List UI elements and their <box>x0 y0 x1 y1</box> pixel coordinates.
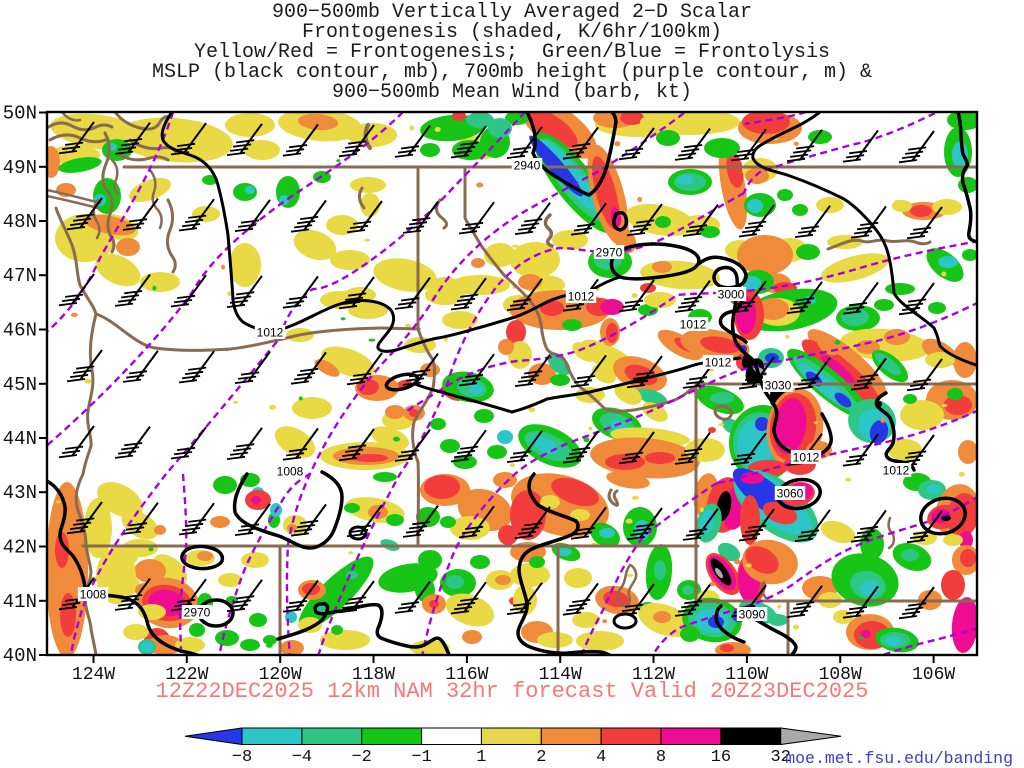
svg-text:3000: 3000 <box>718 288 745 302</box>
svg-text:46N: 46N <box>3 320 37 342</box>
svg-text:1012: 1012 <box>257 326 284 340</box>
svg-text:1008: 1008 <box>277 465 304 479</box>
svg-text:−8: −8 <box>232 748 252 767</box>
svg-text:1012: 1012 <box>568 290 595 304</box>
svg-text:42N: 42N <box>3 537 37 559</box>
svg-text:45N: 45N <box>3 374 37 396</box>
svg-text:−4: −4 <box>292 748 312 767</box>
svg-text:4: 4 <box>596 748 606 767</box>
svg-text:2940: 2940 <box>514 159 541 173</box>
svg-text:8: 8 <box>656 748 666 767</box>
svg-text:12Z22DEC2025 12km NAM 32hr for: 12Z22DEC2025 12km NAM 32hr forecast Vali… <box>156 679 869 704</box>
svg-text:122W: 122W <box>165 665 208 685</box>
svg-text:moe.met.fsu.edu/banding: moe.met.fsu.edu/banding <box>785 749 1013 768</box>
svg-text:114W: 114W <box>539 665 582 685</box>
svg-text:1012: 1012 <box>883 464 910 478</box>
svg-text:110W: 110W <box>725 665 768 685</box>
svg-text:16: 16 <box>711 748 731 767</box>
svg-text:1012: 1012 <box>793 451 820 465</box>
svg-text:120W: 120W <box>259 665 302 685</box>
svg-text:47N: 47N <box>3 265 37 287</box>
svg-text:108W: 108W <box>819 665 862 685</box>
svg-text:2: 2 <box>536 748 546 767</box>
svg-text:−2: −2 <box>351 748 371 767</box>
svg-text:3090: 3090 <box>739 608 766 622</box>
svg-text:−1: −1 <box>411 748 431 767</box>
svg-text:32: 32 <box>770 748 790 767</box>
svg-text:Frontogenesis (shaded, K/6hr/1: Frontogenesis (shaded, K/6hr/100km) <box>302 21 722 44</box>
svg-text:49N: 49N <box>3 157 37 179</box>
svg-text:MSLP (black contour, mb), 700m: MSLP (black contour, mb), 700mb height (… <box>152 61 872 84</box>
svg-text:1008: 1008 <box>80 588 107 602</box>
svg-text:900−500mb Vertically Averaged: 900−500mb Vertically Averaged 2−D Scalar <box>272 1 752 24</box>
svg-text:900−500mb Mean Wind (barb, kt): 900−500mb Mean Wind (barb, kt) <box>332 81 692 104</box>
svg-text:124W: 124W <box>72 665 115 685</box>
svg-text:2970: 2970 <box>184 606 211 620</box>
svg-text:118W: 118W <box>352 665 395 685</box>
svg-text:1012: 1012 <box>680 318 707 332</box>
svg-text:3030: 3030 <box>765 379 792 393</box>
svg-text:116W: 116W <box>445 665 488 685</box>
svg-text:43N: 43N <box>3 482 37 504</box>
svg-text:50N: 50N <box>3 103 37 125</box>
svg-text:112W: 112W <box>632 665 675 685</box>
svg-text:3060: 3060 <box>777 487 804 501</box>
svg-text:2970: 2970 <box>596 246 623 260</box>
svg-text:48N: 48N <box>3 211 37 233</box>
svg-text:1: 1 <box>476 748 486 767</box>
svg-text:106W: 106W <box>912 665 955 685</box>
svg-text:41N: 41N <box>3 591 37 613</box>
svg-text:44N: 44N <box>3 428 37 450</box>
svg-text:40N: 40N <box>3 645 37 667</box>
svg-text:1012: 1012 <box>705 356 732 370</box>
svg-text:Yellow/Red = Frontogenesis; G: Yellow/Red = Frontogenesis; Green/Blue =… <box>194 41 830 64</box>
